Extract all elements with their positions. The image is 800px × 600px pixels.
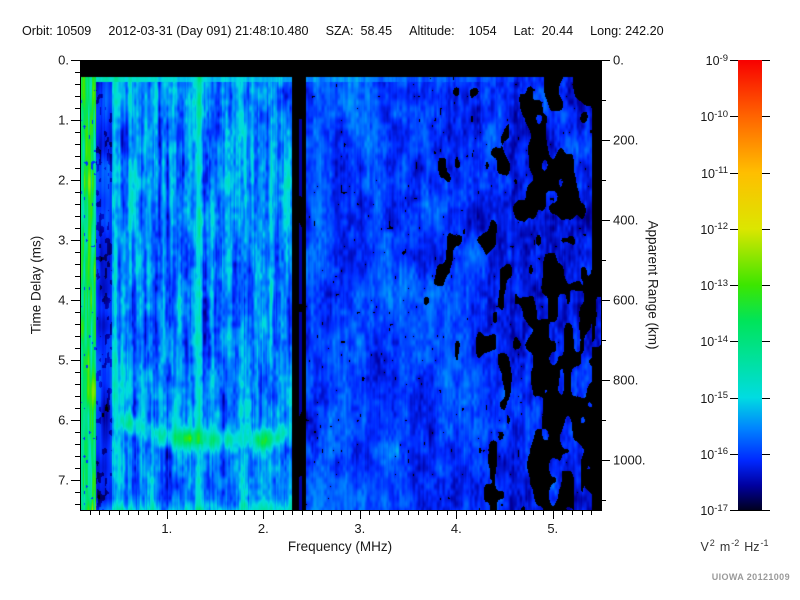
y-tick-label: 5. <box>58 352 69 368</box>
colorbar-tick-label: 10-16 <box>700 446 728 462</box>
spectrogram-canvas <box>80 60 601 510</box>
colorbar-tick-label: 10-14 <box>700 333 728 350</box>
colorbar-units-label: V2 m-2 Hz-1 <box>700 538 773 554</box>
credit-text: UIOWA 20121009 <box>711 572 790 582</box>
header-info: Orbit: 10509 2012-03-31 (Day 091) 21:48:1… <box>22 24 664 40</box>
colorbar-tick-label: 10-12 <box>700 221 728 237</box>
unit-part: m-2 <box>719 538 740 555</box>
colorbar-tick-label: 10-9 <box>705 52 728 69</box>
colorbar-tick-label: 10-10 <box>700 108 728 125</box>
header-field-2: SZA: 58.45 <box>325 24 393 38</box>
y2-tick-label: 400. <box>613 212 639 228</box>
x-tick-label: 1. <box>161 521 173 536</box>
y-tick-label: 4. <box>58 292 69 308</box>
colorbar-tick-label: 10-13 <box>700 277 728 294</box>
y-tick-label: 1. <box>58 112 69 128</box>
colorbar-gradient <box>738 60 762 510</box>
y2-tick-label: 1000. <box>613 452 646 468</box>
header-field-3: Altitude: 1054 <box>409 24 497 38</box>
colorbar-tick-label: 10-15 <box>700 389 728 406</box>
y-tick-label: 6. <box>58 412 69 428</box>
y2-tick-label: 800. <box>613 372 639 388</box>
y-tick-label: 2. <box>58 172 69 188</box>
colorbar-tick-label: 10-17 <box>700 502 728 519</box>
x-axis-title: Frequency (MHz) <box>287 539 393 554</box>
unit-part: V2 <box>700 538 715 555</box>
y-axis-title: Time Delay (ms) <box>28 235 44 335</box>
y2-tick-label: 200. <box>613 132 639 148</box>
y2-tick-label: 0. <box>613 52 624 68</box>
x-tick-label: 5. <box>547 521 559 536</box>
x-tick-label: 4. <box>450 521 462 536</box>
unit-part: Hz-1 <box>744 538 769 555</box>
header-field-5: Long: 242.20 <box>590 24 664 38</box>
y-tick-label: 0. <box>58 52 69 68</box>
y2-axis-title: Apparent Range (km) <box>645 220 661 350</box>
header-field-4: Lat: 20.44 <box>513 24 574 38</box>
x-tick-label: 2. <box>257 521 269 536</box>
header-field-1: 2012-03-31 (Day 091) 21:48:10.480 <box>108 24 309 38</box>
y-tick-label: 3. <box>58 232 69 248</box>
y-tick-label: 7. <box>58 472 69 488</box>
colorbar-tick-label: 10-11 <box>701 164 728 181</box>
y2-tick-label: 600. <box>613 292 639 308</box>
x-tick-label: 3. <box>354 521 366 536</box>
header-field-0: Orbit: 10509 <box>22 24 92 38</box>
